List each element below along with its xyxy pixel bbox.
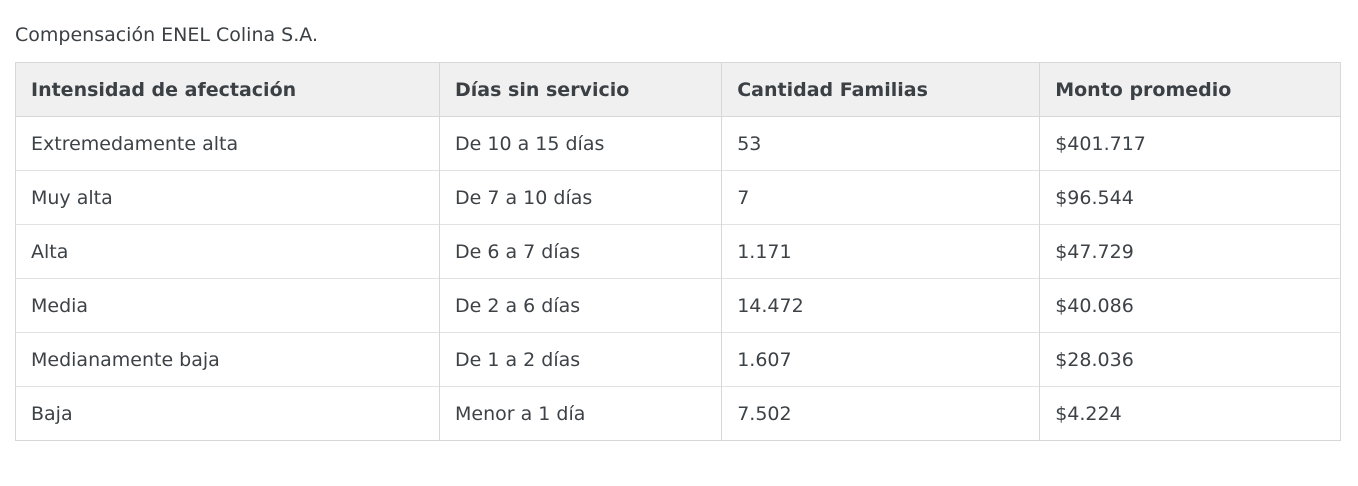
cell-intensidad: Extremedamente alta xyxy=(15,116,440,171)
cell-monto: $4.224 xyxy=(1039,386,1341,441)
column-header-dias: Días sin servicio xyxy=(438,62,722,117)
cell-familias: 1.171 xyxy=(721,224,1040,279)
cell-intensidad: Medianamente baja xyxy=(15,332,440,387)
cell-intensidad: Muy alta xyxy=(15,170,440,225)
cell-monto: $28.036 xyxy=(1039,332,1341,387)
cell-monto: $40.086 xyxy=(1039,278,1341,333)
column-header-intensidad: Intensidad de afectación xyxy=(15,62,440,117)
cell-dias: De 6 a 7 días xyxy=(438,224,722,279)
cell-familias: 7.502 xyxy=(721,386,1040,441)
column-header-familias: Cantidad Familias xyxy=(721,62,1040,117)
table-row: Extremedamente alta De 10 a 15 días 53 $… xyxy=(15,116,1341,171)
cell-familias: 7 xyxy=(721,170,1040,225)
page-title: Compensación ENEL Colina S.A. xyxy=(15,24,318,46)
page: Compensación ENEL Colina S.A. Intensidad… xyxy=(15,24,1341,441)
cell-dias: De 1 a 2 días xyxy=(438,332,722,387)
cell-familias: 1.607 xyxy=(721,332,1040,387)
table-row: Medianamente baja De 1 a 2 días 1.607 $2… xyxy=(15,332,1341,387)
cell-familias: 14.472 xyxy=(721,278,1040,333)
column-header-monto: Monto promedio xyxy=(1039,62,1341,117)
compensation-table: Intensidad de afectación Días sin servic… xyxy=(15,62,1341,441)
table-row: Alta De 6 a 7 días 1.171 $47.729 xyxy=(15,224,1341,279)
cell-intensidad: Baja xyxy=(15,386,440,441)
cell-dias: De 7 a 10 días xyxy=(438,170,722,225)
cell-monto: $47.729 xyxy=(1039,224,1341,279)
cell-monto: $96.544 xyxy=(1039,170,1341,225)
table-row: Baja Menor a 1 día 7.502 $4.224 xyxy=(15,386,1341,441)
table-header-row: Intensidad de afectación Días sin servic… xyxy=(15,62,1341,117)
cell-dias: Menor a 1 día xyxy=(438,386,722,441)
table-row: Media De 2 a 6 días 14.472 $40.086 xyxy=(15,278,1341,333)
cell-dias: De 10 a 15 días xyxy=(438,116,722,171)
cell-intensidad: Alta xyxy=(15,224,440,279)
cell-intensidad: Media xyxy=(15,278,440,333)
cell-monto: $401.717 xyxy=(1039,116,1341,171)
cell-dias: De 2 a 6 días xyxy=(438,278,722,333)
cell-familias: 53 xyxy=(721,116,1040,171)
table-row: Muy alta De 7 a 10 días 7 $96.544 xyxy=(15,170,1341,225)
